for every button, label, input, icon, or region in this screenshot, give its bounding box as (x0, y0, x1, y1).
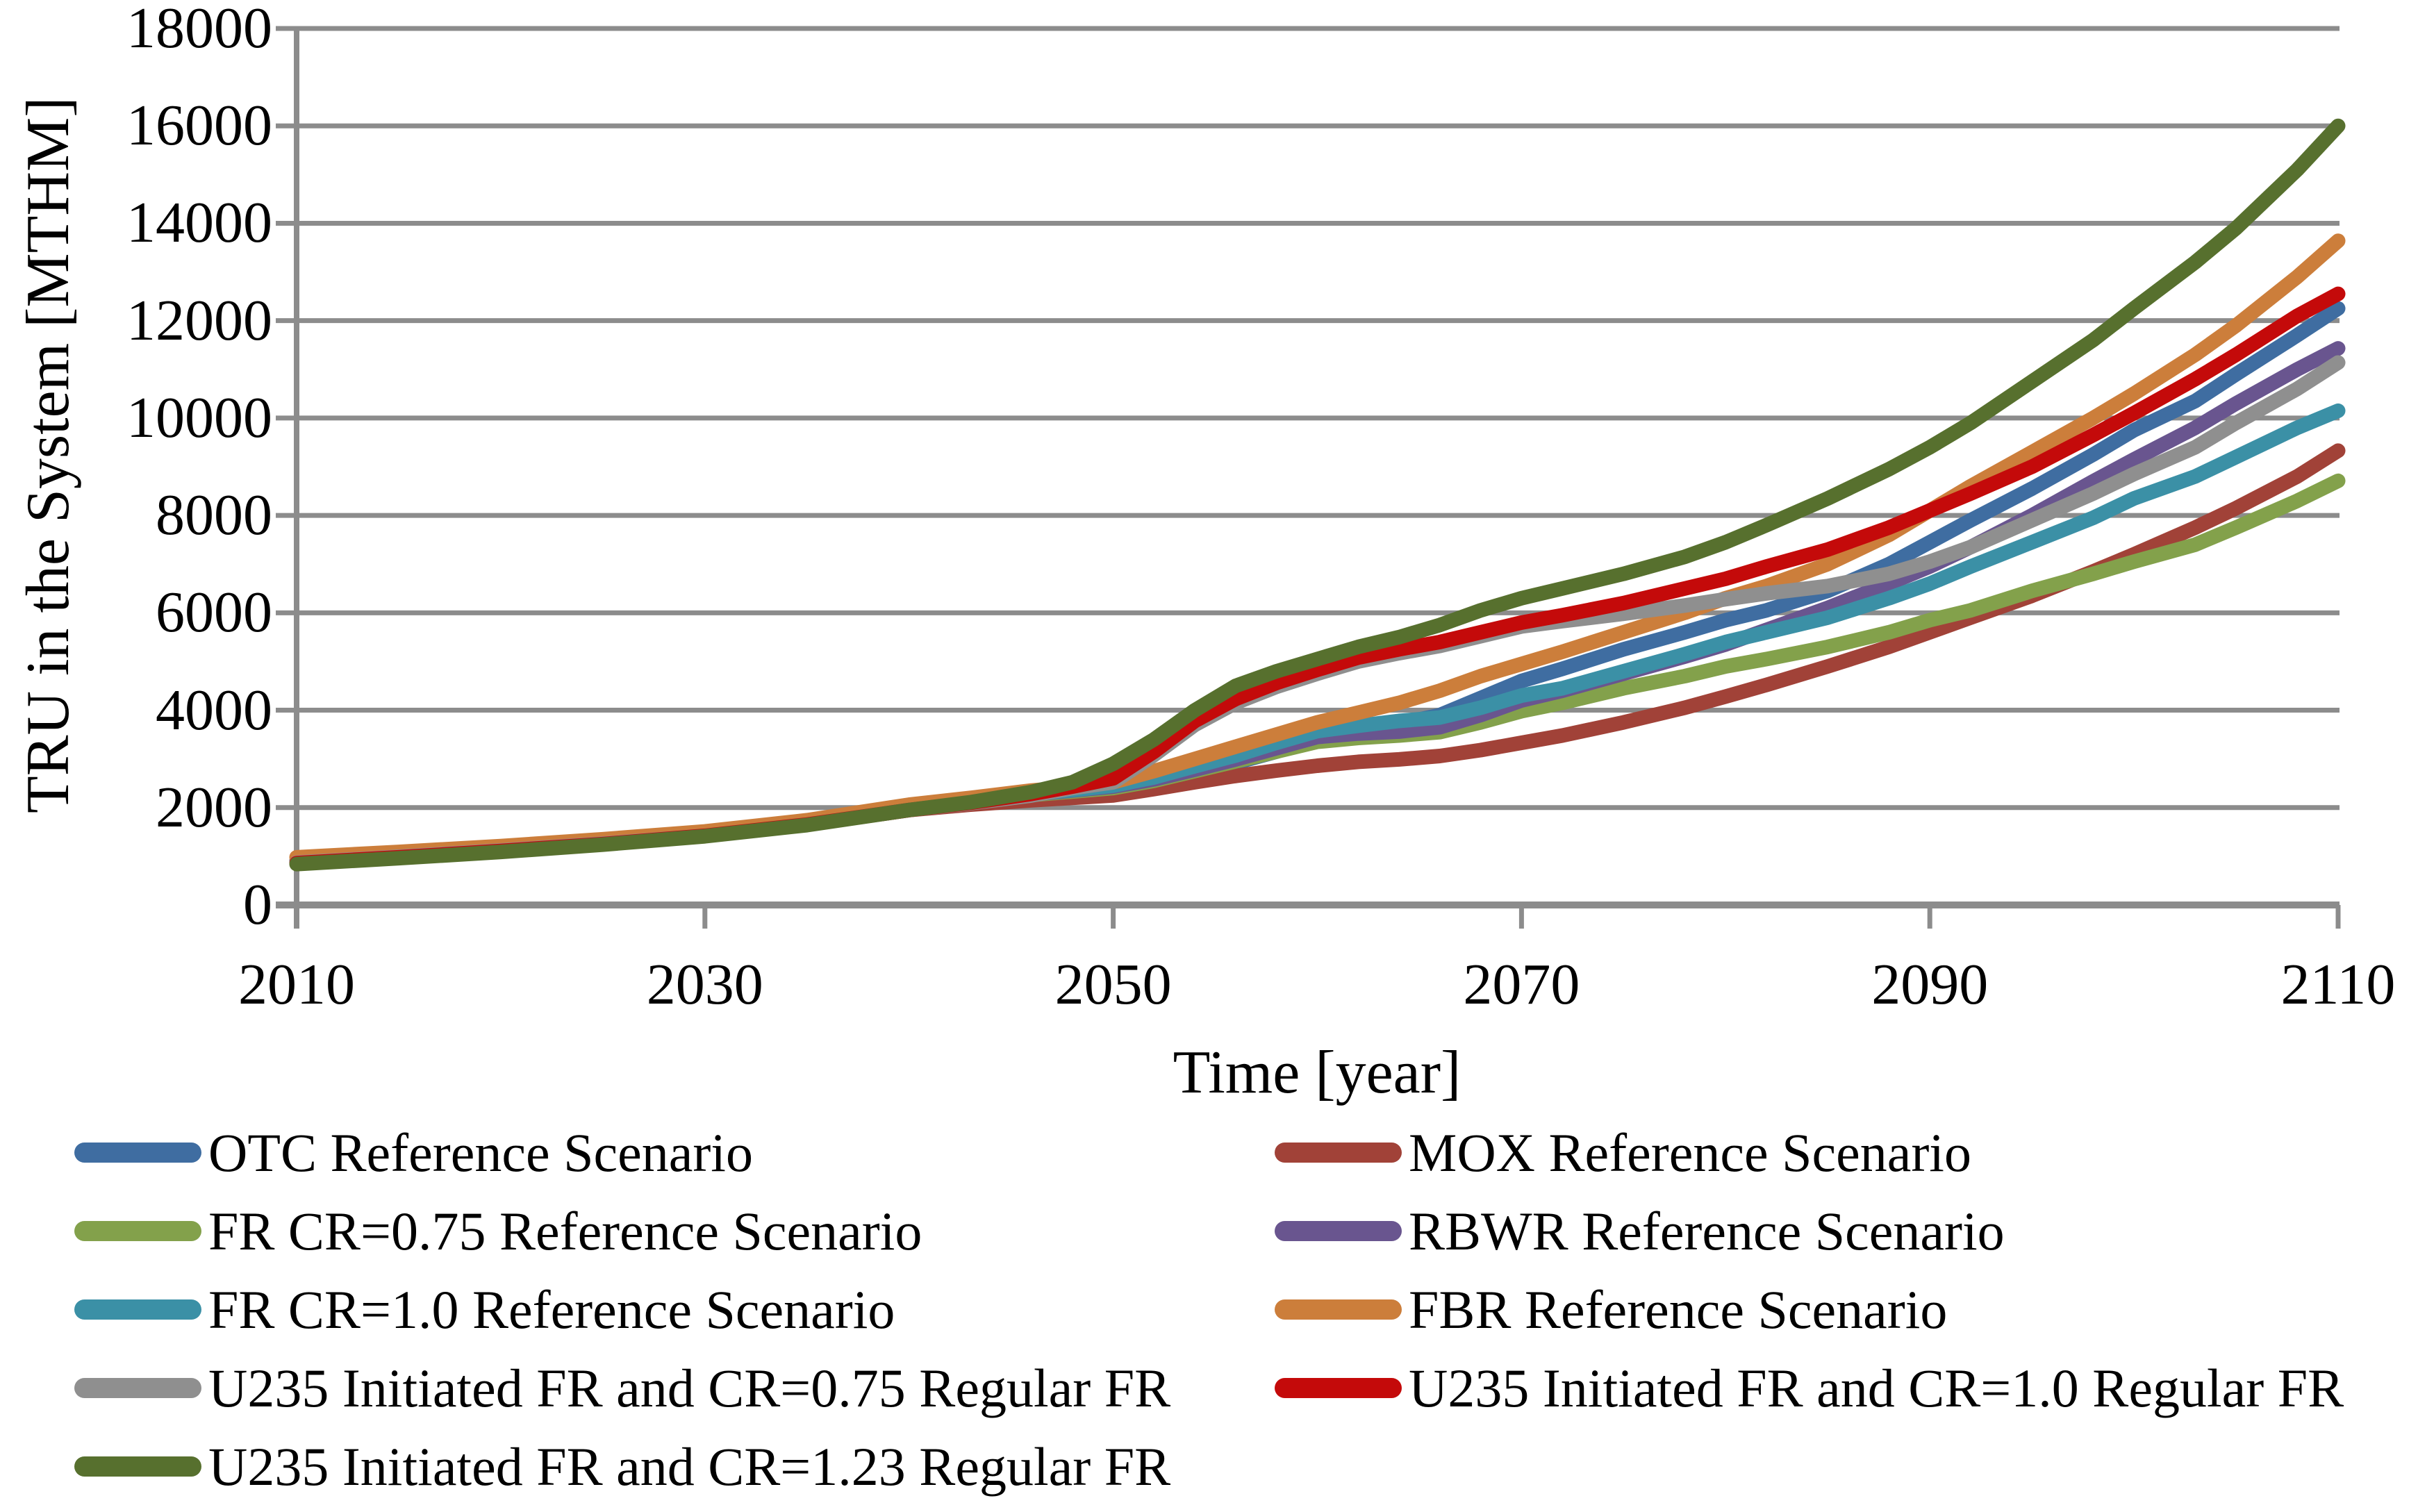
x-tick-label-2070: 2070 (1463, 952, 1580, 1017)
series-line-rbwr-reference-scenario (289, 341, 2346, 869)
legend-label-u235-initiated-fr-and-cr-1-23-regular-fr: U235 Initiated FR and CR=1.23 Regular FR (208, 1436, 1171, 1497)
legend-swatch-otc-reference-scenario (74, 1143, 201, 1163)
y-tick-label-6000: 6000 (156, 580, 272, 645)
x-tick-label-2090: 2090 (1871, 952, 1989, 1017)
legend-swatch-u235-initiated-fr-and-cr-1-23-regular-fr (74, 1456, 201, 1477)
y-tick-label-14000: 14000 (126, 190, 272, 256)
x-tick-label-2010: 2010 (238, 952, 355, 1017)
x-tick-label-2030: 2030 (646, 952, 763, 1017)
y-tick-label-16000: 16000 (126, 93, 272, 158)
legend-swatch-fr-cr-0-75-reference-scenario (74, 1221, 201, 1241)
y-tick-label-10000: 10000 (126, 385, 272, 450)
legend-label-u235-initiated-fr-and-cr-1-0-regular-fr: U235 Initiated FR and CR=1.0 Regular FR (1409, 1358, 2344, 1418)
y-tick-label-12000: 12000 (126, 288, 272, 353)
y-tick-label-0: 0 (243, 872, 272, 937)
legend-swatch-mox-reference-scenario (1275, 1143, 1402, 1163)
y-tick-label-8000: 8000 (156, 483, 272, 548)
legend-label-u235-initiated-fr-and-cr-0-75-regular-fr: U235 Initiated FR and CR=0.75 Regular FR (208, 1358, 1171, 1418)
legend-swatch-u235-initiated-fr-and-cr-0-75-regular-fr (74, 1378, 201, 1398)
legend-label-fr-cr-1-0-reference-scenario: FR CR=1.0 Reference Scenario (208, 1279, 895, 1340)
y-tick-label-18000: 18000 (126, 0, 272, 60)
legend-swatch-fbr-reference-scenario (1275, 1299, 1402, 1320)
legend-label-mox-reference-scenario: MOX Reference Scenario (1409, 1122, 1971, 1183)
x-axis-title: Time [year] (1173, 1039, 1461, 1106)
legend-label-fr-cr-0-75-reference-scenario: FR CR=0.75 Reference Scenario (208, 1201, 922, 1261)
x-tick-label-2110: 2110 (2280, 952, 2396, 1017)
series-line-u235-initiated-fr-and-cr-1-23-regular-fr (289, 118, 2346, 872)
y-tick-label-2000: 2000 (156, 774, 272, 840)
x-tick-label-2050: 2050 (1054, 952, 1172, 1017)
legend-label-fbr-reference-scenario: FBR Reference Scenario (1409, 1279, 1948, 1340)
y-tick-label-4000: 4000 (156, 677, 272, 742)
legend-swatch-fr-cr-1-0-reference-scenario (74, 1299, 201, 1320)
legend-label-rbwr-reference-scenario: RBWR Reference Scenario (1409, 1201, 2005, 1261)
legend-swatch-u235-initiated-fr-and-cr-1-0-regular-fr (1275, 1378, 1402, 1398)
legend-label-otc-reference-scenario: OTC Reference Scenario (208, 1122, 753, 1183)
legend-swatch-rbwr-reference-scenario (1275, 1221, 1402, 1241)
series-line-fr-cr-1-0-reference-scenario (289, 403, 2346, 870)
y-axis-title: TRU in the System [MTHM] (15, 97, 82, 813)
